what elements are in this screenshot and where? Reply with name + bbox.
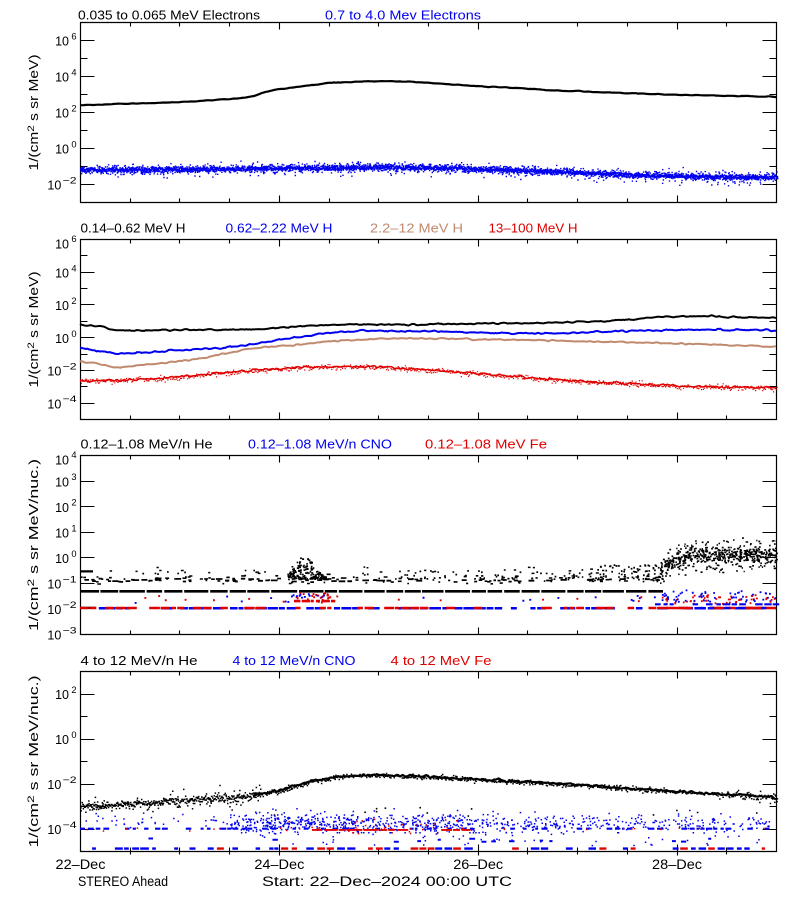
svg-text:4 to 12 MeV/n He: 4 to 12 MeV/n He	[81, 653, 198, 668]
svg-text:1: 1	[71, 523, 76, 534]
svg-text:1/(cm2 s sr MeV/nuc.): 1/(cm2 s sr MeV/nuc.)	[26, 459, 41, 631]
svg-text:4: 4	[71, 68, 76, 79]
svg-text:10: 10	[55, 552, 69, 566]
svg-text:0.62–2.22 MeV H: 0.62–2.22 MeV H	[226, 220, 333, 235]
svg-text:10: 10	[55, 299, 69, 313]
svg-text:4 to 12 MeV/n CNO: 4 to 12 MeV/n CNO	[233, 653, 356, 668]
svg-text:−2: −2	[63, 176, 77, 187]
svg-text:−2: −2	[63, 362, 77, 373]
svg-text:4: 4	[71, 263, 76, 274]
svg-text:10: 10	[55, 107, 69, 121]
svg-text:−1: −1	[63, 574, 77, 585]
svg-text:1/(cm2 s sr MeV): 1/(cm2 s sr MeV)	[26, 54, 41, 170]
svg-text:10: 10	[47, 397, 61, 411]
svg-text:−4: −4	[63, 820, 77, 831]
svg-text:−2: −2	[63, 600, 77, 611]
svg-text:10: 10	[55, 501, 69, 515]
svg-text:10: 10	[47, 629, 61, 643]
svg-text:26–Dec: 26–Dec	[453, 857, 503, 872]
svg-text:2: 2	[71, 104, 76, 115]
svg-text:10: 10	[55, 332, 69, 346]
svg-text:−2: −2	[63, 775, 77, 786]
svg-text:0.035 to 0.065 MeV Electrons: 0.035 to 0.065 MeV Electrons	[78, 8, 261, 23]
svg-text:0.12–1.08 MeV/n CNO: 0.12–1.08 MeV/n CNO	[248, 437, 392, 452]
svg-text:13–100 MeV H: 13–100 MeV H	[489, 220, 578, 235]
svg-text:1/(cm2 s sr MeV/nuc.): 1/(cm2 s sr MeV/nuc.)	[26, 676, 41, 848]
svg-text:10: 10	[47, 778, 61, 792]
svg-text:10: 10	[47, 578, 61, 592]
svg-text:10: 10	[47, 823, 61, 837]
svg-text:Start: 22–Dec–2024 00:00 UTC: Start: 22–Dec–2024 00:00 UTC	[262, 874, 512, 889]
svg-text:10: 10	[55, 475, 69, 489]
svg-text:10: 10	[55, 35, 69, 49]
svg-text:6: 6	[71, 32, 76, 43]
svg-text:6: 6	[71, 234, 76, 245]
svg-text:2: 2	[71, 498, 76, 509]
svg-text:10: 10	[55, 237, 69, 251]
svg-text:0.12–1.08 MeV Fe: 0.12–1.08 MeV Fe	[425, 437, 547, 452]
svg-text:10: 10	[55, 143, 69, 157]
svg-text:4: 4	[71, 450, 76, 461]
svg-text:0: 0	[71, 329, 76, 340]
svg-text:10: 10	[55, 526, 69, 540]
svg-text:0: 0	[71, 140, 76, 151]
svg-text:10: 10	[55, 453, 69, 467]
svg-text:24–Dec: 24–Dec	[254, 857, 304, 872]
svg-text:10: 10	[55, 733, 69, 747]
svg-text:3: 3	[71, 472, 76, 483]
svg-text:−3: −3	[63, 626, 77, 637]
svg-text:22–Dec: 22–Dec	[56, 857, 106, 872]
svg-text:10: 10	[55, 266, 69, 280]
svg-text:10: 10	[55, 688, 69, 702]
svg-text:10: 10	[47, 179, 61, 193]
svg-text:0: 0	[71, 549, 76, 560]
svg-text:2: 2	[71, 685, 76, 696]
svg-text:−4: −4	[63, 394, 77, 405]
svg-text:10: 10	[55, 71, 69, 85]
svg-text:0.12–1.08 MeV/n He: 0.12–1.08 MeV/n He	[81, 437, 213, 452]
svg-text:10: 10	[47, 603, 61, 617]
svg-text:0: 0	[71, 730, 76, 741]
svg-text:2: 2	[71, 296, 76, 307]
svg-text:28–Dec: 28–Dec	[652, 857, 702, 872]
svg-text:10: 10	[47, 365, 61, 379]
svg-text:STEREO Ahead: STEREO Ahead	[78, 874, 168, 889]
svg-text:1/(cm2 s sr MeV): 1/(cm2 s sr MeV)	[26, 272, 41, 388]
svg-text:4 to 12 MeV Fe: 4 to 12 MeV Fe	[391, 653, 492, 668]
svg-text:0.7 to 4.0 Mev Electrons: 0.7 to 4.0 Mev Electrons	[325, 8, 482, 23]
svg-text:2.2–12 MeV H: 2.2–12 MeV H	[370, 220, 463, 235]
svg-text:0.14–0.62 MeV H: 0.14–0.62 MeV H	[81, 220, 186, 235]
